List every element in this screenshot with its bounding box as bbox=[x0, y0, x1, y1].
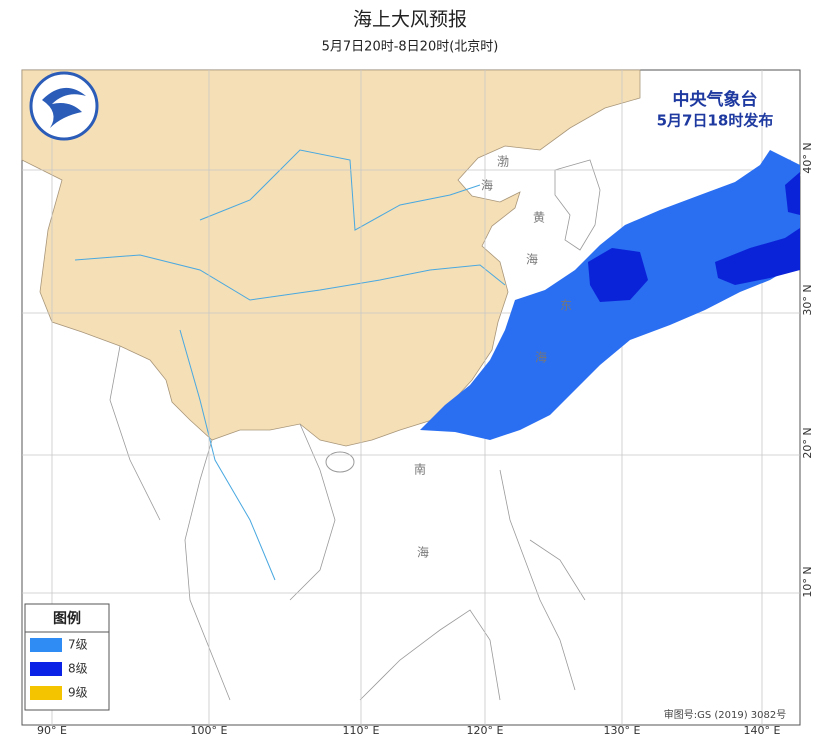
sea-label: 海 bbox=[526, 252, 538, 267]
legend-label: 7级 bbox=[68, 638, 88, 652]
wind-area-8 bbox=[785, 172, 800, 215]
issue-time: 5月7日18时发布 bbox=[657, 112, 774, 130]
wind-area-8 bbox=[715, 228, 800, 285]
latitude-label: 40° N bbox=[801, 142, 814, 173]
approval-number: 审图号:GS (2019) 3082号 bbox=[664, 708, 787, 721]
wind-area-8 bbox=[588, 248, 648, 302]
longitude-label: 100° E bbox=[191, 724, 228, 737]
philippines bbox=[499, 469, 586, 691]
map: 渤 海 黄 海 东 海 南 海 中央气象台 5月7日18时发布 图例 7级 8级… bbox=[21, 69, 801, 726]
sea-label: 海 bbox=[481, 178, 493, 193]
legend-label: 9级 bbox=[68, 686, 88, 700]
latitude-label: 20° N bbox=[801, 427, 814, 458]
subtitle: 5月7日20时-8日20时(北京时) bbox=[322, 40, 499, 55]
legend-swatch bbox=[30, 662, 62, 676]
borneo bbox=[359, 609, 501, 701]
legend-title: 图例 bbox=[53, 610, 81, 627]
issuer-name: 中央气象台 bbox=[673, 89, 758, 110]
mekong bbox=[179, 329, 276, 581]
yellow-river bbox=[199, 149, 481, 231]
longitude-label: 120° E bbox=[467, 724, 504, 737]
sea-label: 渤 bbox=[497, 155, 509, 169]
longitude-label: 130° E bbox=[604, 724, 641, 737]
sea-label: 海 bbox=[535, 350, 547, 365]
longitude-label: 140° E bbox=[744, 724, 781, 737]
legend-swatch bbox=[30, 638, 62, 652]
latitude-label: 10° N bbox=[801, 566, 814, 597]
sea-label: 海 bbox=[417, 545, 429, 560]
legend: 图例 7级 8级 9级 bbox=[24, 603, 110, 711]
longitude-label: 90° E bbox=[37, 724, 67, 737]
latitude-label: 30° N bbox=[801, 284, 814, 315]
title: 海上大风预报 bbox=[353, 9, 467, 31]
sea-label: 南 bbox=[414, 462, 426, 477]
hainan bbox=[325, 451, 355, 473]
sea-label: 东 bbox=[560, 299, 572, 313]
longitude-label: 110° E bbox=[343, 724, 380, 737]
sea-label: 黄 bbox=[533, 211, 545, 225]
yangtze bbox=[74, 254, 506, 301]
legend-label: 8级 bbox=[68, 662, 88, 676]
legend-swatch bbox=[30, 686, 62, 700]
cma-logo bbox=[29, 71, 99, 141]
